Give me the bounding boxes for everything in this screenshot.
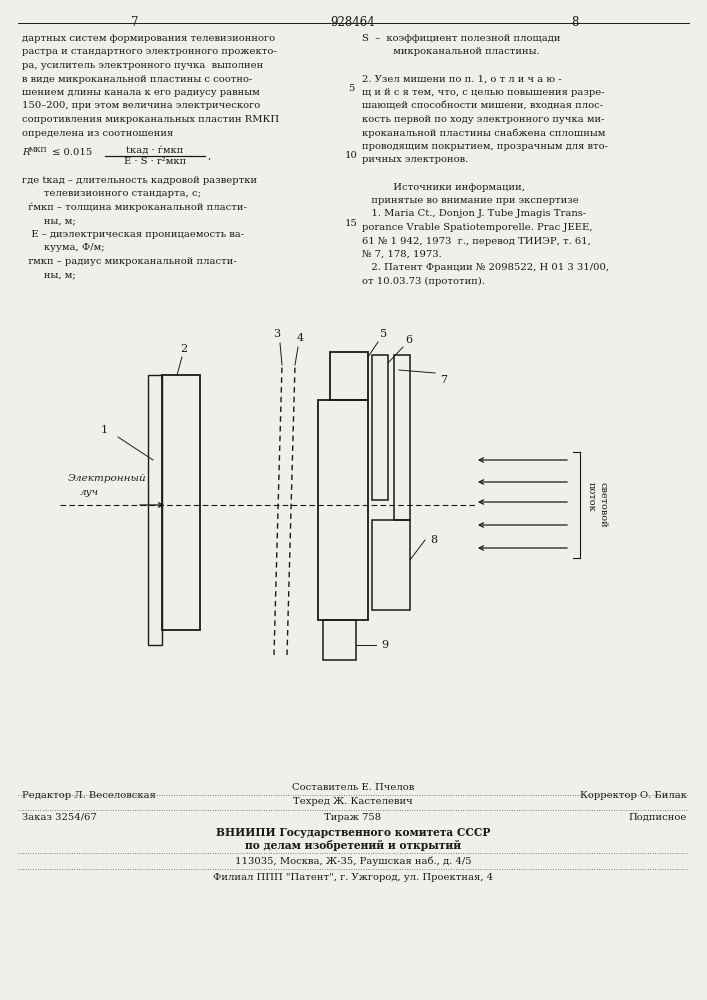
Text: 3: 3 — [274, 329, 281, 339]
Text: по делам изобретений и открытий: по делам изобретений и открытий — [245, 840, 461, 851]
Text: 2. Узел мишени по п. 1, о т л и ч а ю -: 2. Узел мишени по п. 1, о т л и ч а ю - — [362, 75, 561, 84]
Bar — [318, 400, 368, 620]
Text: 15: 15 — [344, 219, 358, 228]
Bar — [394, 355, 410, 520]
Text: 8: 8 — [430, 535, 437, 545]
Text: луч: луч — [80, 488, 99, 497]
Text: 2. Патент Франции № 2098522, Н 01 3 31/00,: 2. Патент Франции № 2098522, Н 01 3 31/0… — [362, 263, 609, 272]
Text: 61 № 1 942, 1973  г., перевод ТИИЭР, т. 61,: 61 № 1 942, 1973 г., перевод ТИИЭР, т. 6… — [362, 236, 591, 245]
Text: 9: 9 — [381, 640, 388, 650]
Text: Тираж 758: Тираж 758 — [325, 813, 382, 822]
Text: 6: 6 — [405, 335, 412, 345]
Text: 150–200, при этом величина электрического: 150–200, при этом величина электрическог… — [22, 102, 260, 110]
Text: Источники информации,: Источники информации, — [362, 182, 525, 192]
Text: сопротивления микроканальных пластин RМКП: сопротивления микроканальных пластин RМК… — [22, 115, 279, 124]
Text: 1. Maria Ct., Donjon J. Tube Jmagis Trans-: 1. Maria Ct., Donjon J. Tube Jmagis Tran… — [362, 210, 586, 219]
Text: № 7, 178, 1973.: № 7, 178, 1973. — [362, 250, 442, 259]
Text: 113035, Москва, Ж-35, Раушская наб., д. 4/5: 113035, Москва, Ж-35, Раушская наб., д. … — [235, 857, 472, 866]
Text: определена из соотношения: определена из соотношения — [22, 128, 173, 137]
Text: 7: 7 — [132, 16, 139, 29]
Text: S  –  коэффициент полезной площади: S – коэффициент полезной площади — [362, 34, 561, 43]
Text: ѓмкп – толщина микроканальной пласти-: ѓмкп – толщина микроканальной пласти- — [22, 203, 247, 213]
Text: R: R — [22, 148, 30, 157]
Text: проводящим покрытием, прозрачным для вто-: проводящим покрытием, прозрачным для вто… — [362, 142, 608, 151]
Text: растра и стандартного электронного прожекто-: растра и стандартного электронного проже… — [22, 47, 276, 56]
Text: ра, усилитель электронного пучка  выполнен: ра, усилитель электронного пучка выполне… — [22, 61, 263, 70]
Text: Составитель Е. Пчелов: Составитель Е. Пчелов — [292, 783, 414, 792]
Text: Техред Ж. Кастелевич: Техред Ж. Кастелевич — [293, 797, 413, 806]
Text: 1: 1 — [101, 425, 108, 435]
Text: 2: 2 — [180, 344, 187, 354]
Text: Корректор О. Билак: Корректор О. Билак — [580, 791, 687, 800]
Bar — [323, 620, 356, 660]
Bar — [162, 375, 200, 630]
Bar — [372, 355, 388, 500]
Text: куума, Ф/м;: куума, Ф/м; — [22, 243, 105, 252]
Text: ,: , — [208, 151, 211, 160]
Text: шением длины канала к его радиусу равным: шением длины канала к его радиусу равным — [22, 88, 259, 97]
Text: Электронный: Электронный — [68, 474, 146, 483]
Text: 5: 5 — [380, 329, 387, 339]
Text: Е · S · r²мкп: Е · S · r²мкп — [124, 157, 186, 166]
Text: Филиал ППП "Патент", г. Ужгород, ул. Проектная, 4: Филиал ППП "Патент", г. Ужгород, ул. Про… — [213, 873, 493, 882]
Text: световой
поток: световой поток — [587, 482, 607, 528]
Text: 10: 10 — [344, 151, 358, 160]
Text: микроканальной пластины.: микроканальной пластины. — [362, 47, 539, 56]
Text: ны, м;: ны, м; — [22, 217, 76, 226]
Text: 5: 5 — [348, 84, 354, 93]
Text: 7: 7 — [440, 375, 447, 385]
Text: телевизионного стандарта, с;: телевизионного стандарта, с; — [22, 190, 201, 198]
Text: от 10.03.73 (прототип).: от 10.03.73 (прототип). — [362, 277, 485, 286]
Text: шающей способности мишени, входная плос-: шающей способности мишени, входная плос- — [362, 102, 603, 110]
Text: porance Vrable Spatiotemporelle. Prac JEEE,: porance Vrable Spatiotemporelle. Prac JE… — [362, 223, 592, 232]
Text: где tкад – длительность кадровой развертки: где tкад – длительность кадровой разверт… — [22, 176, 257, 185]
Text: кроканальной пластины снабжена сплошным: кроканальной пластины снабжена сплошным — [362, 128, 605, 138]
Text: ВНИИПИ Государственного комитета СССР: ВНИИПИ Государственного комитета СССР — [216, 827, 490, 838]
Text: щ и й с я тем, что, с целью повышения разре-: щ и й с я тем, что, с целью повышения ра… — [362, 88, 604, 97]
Text: Редактор Л. Веселовская: Редактор Л. Веселовская — [22, 791, 156, 800]
Text: 928464: 928464 — [331, 16, 375, 29]
Text: кость первой по ходу электронного пучка ми-: кость первой по ходу электронного пучка … — [362, 115, 604, 124]
Bar — [330, 352, 368, 400]
Text: Подписное: Подписное — [629, 813, 687, 822]
Text: дартных систем формирования телевизионного: дартных систем формирования телевизионно… — [22, 34, 275, 43]
Bar — [372, 520, 410, 610]
Text: rмкп – радиус микроканальной пласти-: rмкп – радиус микроканальной пласти- — [22, 257, 237, 266]
Bar — [148, 375, 162, 645]
Text: ≤ 0.015: ≤ 0.015 — [52, 148, 92, 157]
Text: в виде микроканальной пластины с соотно-: в виде микроканальной пластины с соотно- — [22, 75, 252, 84]
Text: МКП: МКП — [29, 146, 47, 154]
Text: 8: 8 — [571, 16, 579, 29]
Text: принятые во внимание при экспертизе: принятые во внимание при экспертизе — [362, 196, 579, 205]
Text: ричных электронов.: ричных электронов. — [362, 155, 468, 164]
Text: tкад · ѓмкп: tкад · ѓмкп — [127, 146, 184, 155]
Text: Е – диэлектрическая проницаемость ва-: Е – диэлектрическая проницаемость ва- — [22, 230, 244, 239]
Text: 4: 4 — [296, 333, 303, 343]
Text: Заказ 3254/67: Заказ 3254/67 — [22, 813, 97, 822]
Text: ны, м;: ны, м; — [22, 270, 76, 279]
